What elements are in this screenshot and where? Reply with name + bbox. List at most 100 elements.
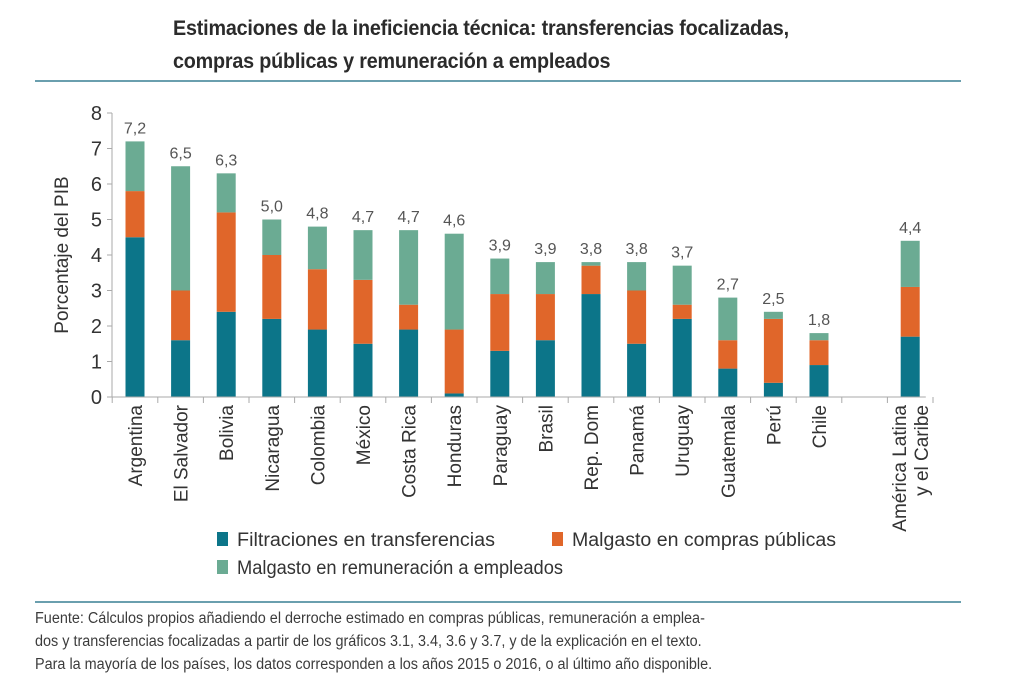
bar-total-label: 3,8 — [580, 241, 602, 258]
bar-total-label: 4,4 — [899, 220, 921, 237]
y-tick-label: 3 — [91, 281, 102, 303]
bar-segment-filtraciones — [627, 343, 647, 397]
bar-total-label: 4,7 — [352, 209, 374, 226]
bar-segment-compras — [171, 290, 191, 341]
bar-segment-compras — [718, 340, 738, 369]
legend-swatch-filtraciones — [217, 532, 228, 546]
bar-segment-filtraciones — [718, 368, 738, 397]
x-category-label: Rep. Dom — [582, 405, 603, 491]
bar-segment-compras — [627, 290, 647, 344]
bar-segment-remuneracion — [171, 166, 191, 291]
bar-total-label: 1,8 — [808, 312, 830, 329]
bar-segment-remuneracion — [399, 230, 419, 305]
y-axis-label: Porcentaje del PIB — [52, 176, 73, 333]
y-axis: 0 1 2 3 4 5 6 7 8 Porcentaje del PIB — [52, 103, 113, 409]
x-category-label: Nicaragua — [263, 405, 284, 492]
y-tick-label: 6 — [91, 174, 102, 196]
x-category-label: Colombia — [308, 405, 329, 486]
bar-segment-remuneracion — [353, 230, 373, 280]
title-divider — [35, 80, 961, 82]
bar-segment-filtraciones — [125, 237, 145, 397]
bar-segment-filtraciones — [353, 343, 373, 397]
legend: Filtraciones en transferencias Malgasto e… — [217, 530, 836, 579]
x-category-label: México — [354, 405, 375, 465]
bar-segment-remuneracion — [444, 233, 464, 330]
bar-segment-filtraciones — [262, 318, 282, 397]
bar-segment-filtraciones — [444, 393, 464, 397]
bar-total-label: 2,5 — [762, 291, 784, 308]
legend-swatch-remuneracion — [217, 560, 228, 574]
source-note: Fuente: Cálculos propios añadiendo el de… — [35, 607, 900, 676]
x-axis: Argentina El Salvador Bolivia Nicaragua Colo… — [111, 396, 934, 532]
bar-segment-remuneracion — [672, 265, 692, 305]
bar-segment-compras — [763, 318, 783, 383]
x-category-label: Chile — [810, 405, 831, 448]
bar-total-label: 6,3 — [215, 152, 237, 169]
bar-segment-filtraciones — [809, 365, 829, 397]
bar-segment-remuneracion — [216, 173, 236, 213]
legend-label: Filtraciones en transferencias — [237, 530, 495, 551]
y-tick-label: 0 — [91, 387, 102, 409]
bar-segment-filtraciones — [399, 329, 419, 397]
source-divider — [35, 601, 961, 603]
x-category-label: El Salvador — [172, 404, 193, 502]
bar-total-label: 4,8 — [306, 206, 328, 223]
bar-segment-compras — [216, 212, 236, 312]
bar-segment-filtraciones — [763, 382, 783, 397]
bar-segment-remuneracion — [900, 240, 920, 287]
chart-title: Estimaciones de la ineficiencia técnica:… — [173, 12, 789, 78]
stacked-bar-chart: 0 1 2 3 4 5 6 7 8 Porcentaje del PIB 7,2 6,5 6,3 5,0… — [52, 103, 934, 579]
bar-segment-filtraciones — [490, 350, 510, 397]
x-category-label: Honduras — [445, 405, 466, 487]
bar-total-label: 6,5 — [169, 145, 191, 162]
x-category-label: Perú — [764, 405, 785, 445]
bar-segment-remuneracion — [262, 219, 282, 255]
bar-segment-remuneracion — [627, 262, 647, 291]
bar-segment-compras — [262, 255, 282, 319]
bar-total-label: 4,6 — [443, 213, 465, 230]
y-tick-label: 8 — [91, 103, 102, 125]
y-tick-label: 2 — [91, 316, 102, 338]
bar-segment-compras — [399, 304, 419, 330]
source-line-3: Para la mayoría de los países, los datos… — [35, 656, 713, 673]
bar-segment-compras — [535, 294, 555, 341]
bar-segment-remuneracion — [718, 297, 738, 341]
y-tick-label: 1 — [91, 352, 102, 374]
bar-segment-filtraciones — [900, 336, 920, 397]
bar-total-label: 3,9 — [534, 241, 556, 258]
bar-segment-remuneracion — [535, 262, 555, 295]
chart-title-line-1: Estimaciones de la ineficiencia técnica:… — [173, 17, 789, 40]
x-category-label: Panamá — [628, 405, 649, 476]
bar-total-label: 3,8 — [625, 241, 647, 258]
bar-segment-filtraciones — [581, 294, 601, 397]
bar-total-label: 4,7 — [397, 209, 419, 226]
x-category-label: Brasil — [536, 405, 557, 453]
bar-total-label: 3,9 — [489, 238, 511, 255]
bar-segment-filtraciones — [535, 340, 555, 397]
bar-segment-remuneracion — [581, 262, 601, 266]
y-tick-label: 7 — [91, 139, 102, 161]
bar-total-label: 3,7 — [671, 245, 693, 262]
bar-segment-filtraciones — [216, 311, 236, 397]
x-category-label: Costa Rica — [400, 405, 421, 498]
x-category-label: América Latina — [890, 405, 911, 532]
bar-segment-filtraciones — [171, 340, 191, 397]
x-category-label: Argentina — [126, 405, 147, 487]
legend-label: Malgasto en remuneración a empleados — [237, 558, 563, 579]
bar-segment-compras — [307, 269, 327, 330]
bar-segment-compras — [672, 304, 692, 319]
bar-segment-compras — [444, 329, 464, 394]
bar-segment-compras — [900, 286, 920, 337]
legend-swatch-compras — [552, 532, 563, 546]
x-category-label: y el Caribe — [912, 405, 933, 496]
bar-segment-compras — [809, 340, 829, 366]
bar-segment-compras — [581, 265, 601, 295]
bar-total-label: 7,2 — [124, 120, 146, 137]
bar-segment-remuneracion — [490, 258, 510, 295]
bar-segment-compras — [353, 279, 373, 344]
bar-segment-remuneracion — [307, 226, 327, 270]
y-tick-label: 4 — [91, 245, 102, 267]
bar-segment-compras — [125, 191, 145, 238]
legend-label: Malgasto en compras públicas — [572, 530, 836, 551]
bar-segment-remuneracion — [809, 333, 829, 341]
